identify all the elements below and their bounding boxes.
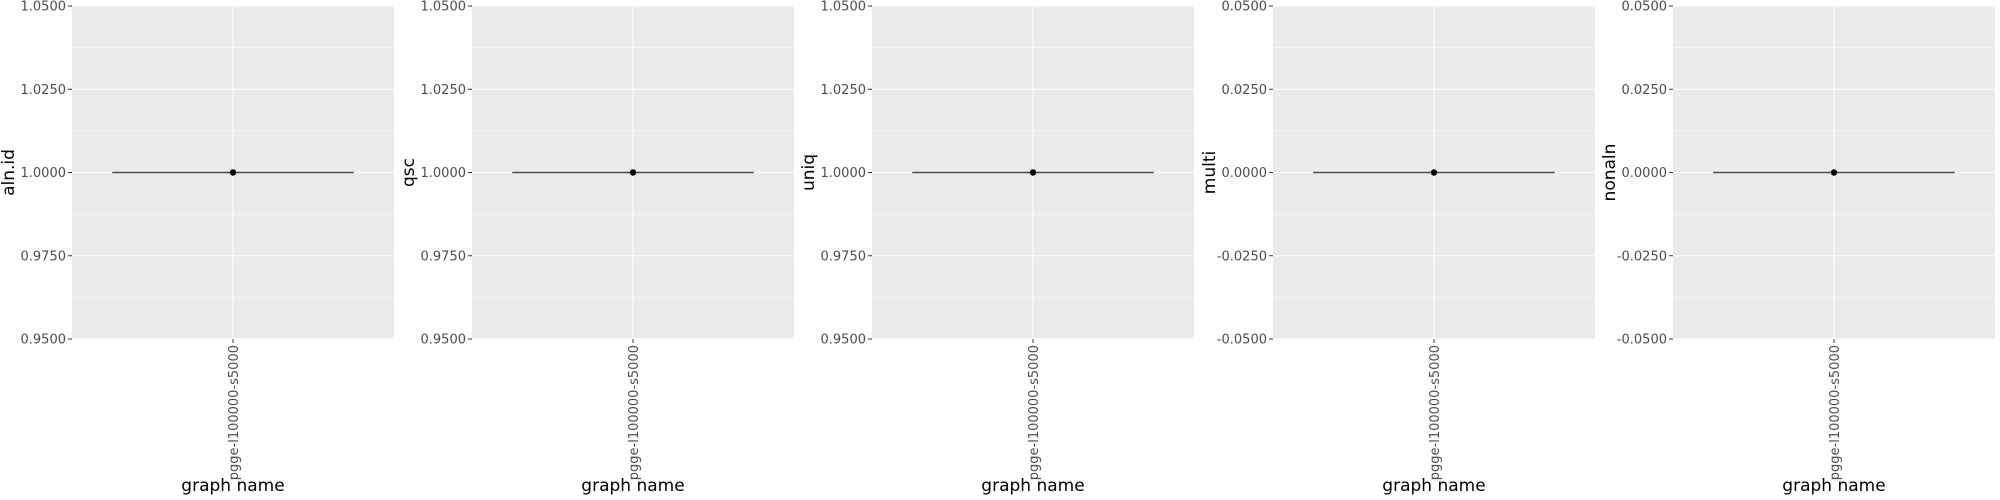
x-axis-title: graph name	[181, 476, 284, 496]
y-tick-label: 1.0250	[421, 83, 467, 98]
y-tick-label: 0.9750	[21, 249, 67, 264]
data-point	[1029, 169, 1037, 176]
x-tick-label: pgge-l100000-s5000	[627, 345, 642, 480]
y-tick-label: 0.0250	[1222, 83, 1268, 98]
y-tick-label: 0.9500	[821, 333, 867, 348]
x-tick-label: pgge-l100000-s5000	[1428, 345, 1443, 480]
data-point	[1830, 169, 1838, 176]
y-tick-label: 1.0000	[821, 166, 867, 181]
panel-aln-id: 0.9500 0.9750 1.0000 1.0250 1.0500 pgge-l1000…	[0, 0, 394, 496]
y-tick-label: 1.0000	[421, 166, 467, 181]
panel-nonaln: -0.0500 -0.0250 0.0000 0.0250 0.0500 pgge-l10…	[1600, 0, 1995, 496]
y-tick-label: -0.0500	[1217, 333, 1267, 348]
panel-qsc: 0.9500 0.9750 1.0000 1.0250 1.0500 pgge-l1000…	[399, 0, 794, 496]
y-tick-label: 0.9500	[421, 333, 467, 348]
y-axis-title: nonaln	[1600, 144, 1620, 202]
y-tick-label: -0.0250	[1217, 249, 1267, 264]
panel-multi: -0.0500 -0.0250 0.0000 0.0250 0.0500 pgge-l10…	[1200, 0, 1595, 496]
y-axis-title: aln.id	[0, 149, 19, 196]
data-point	[629, 169, 637, 176]
y-tick-label: 0.9500	[21, 333, 67, 348]
x-tick-label: pgge-l100000-s5000	[227, 345, 242, 480]
x-axis-title: graph name	[981, 476, 1084, 496]
x-axis-title: graph name	[1382, 476, 1485, 496]
x-tick-label: pgge-l100000-s5000	[1828, 345, 1843, 480]
data-point	[229, 169, 237, 176]
y-tick-label: 0.0250	[1622, 83, 1668, 98]
y-tick-label: 0.0500	[1222, 0, 1268, 15]
x-axis-title: graph name	[1782, 476, 1885, 496]
y-tick-label: 0.0000	[1222, 166, 1268, 181]
y-tick-label: 0.0500	[1622, 0, 1668, 15]
y-tick-label: -0.0250	[1617, 249, 1667, 264]
y-tick-label: 1.0250	[21, 83, 67, 98]
y-tick-label: 1.0500	[21, 0, 67, 15]
data-point	[1430, 169, 1438, 176]
y-axis-title: uniq	[799, 154, 819, 191]
y-tick-label: 0.0000	[1622, 166, 1668, 181]
y-tick-label: 0.9750	[821, 249, 867, 264]
y-tick-label: 1.0000	[21, 166, 67, 181]
y-axis-title: multi	[1200, 151, 1220, 194]
y-tick-label: 1.0250	[821, 83, 867, 98]
y-tick-label: 1.0500	[821, 0, 867, 15]
x-axis-title: graph name	[581, 476, 684, 496]
y-tick-label: -0.0500	[1617, 333, 1667, 348]
y-tick-label: 1.0500	[421, 0, 467, 15]
y-axis-title: qsc	[399, 158, 419, 187]
panel-uniq: 0.9500 0.9750 1.0000 1.0250 1.0500 pgge-l1000…	[799, 0, 1194, 496]
x-tick-label: pgge-l100000-s5000	[1027, 345, 1042, 480]
y-tick-label: 0.9750	[421, 249, 467, 264]
